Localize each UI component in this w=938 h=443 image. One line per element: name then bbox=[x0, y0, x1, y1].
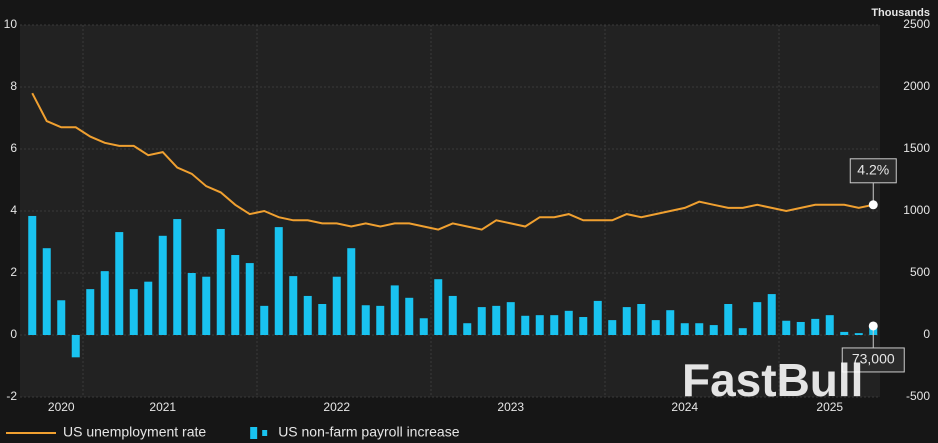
bar bbox=[216, 228, 225, 335]
x-tick-label: 2020 bbox=[48, 400, 75, 414]
bar bbox=[637, 304, 646, 335]
bar bbox=[318, 304, 327, 335]
point-marker bbox=[868, 321, 878, 331]
bar bbox=[622, 307, 631, 335]
y-tick-label: 10 bbox=[4, 17, 18, 31]
x-tick-label: 2023 bbox=[497, 400, 524, 414]
bar bbox=[521, 315, 530, 335]
bar bbox=[71, 335, 80, 358]
y-tick-label: -2 bbox=[6, 389, 17, 403]
bar bbox=[115, 232, 124, 335]
annotations: 4.2% 73,000 bbox=[841, 158, 905, 373]
bar bbox=[376, 305, 385, 335]
bar bbox=[332, 276, 341, 335]
line bbox=[31, 92, 874, 231]
y-tick-label: 2 bbox=[10, 265, 17, 279]
bar bbox=[86, 289, 95, 335]
annotation-box bbox=[841, 347, 905, 373]
bar bbox=[347, 248, 356, 335]
bar bbox=[202, 276, 211, 335]
bar bbox=[173, 219, 182, 335]
value-label: 73,000 bbox=[852, 351, 895, 367]
bar bbox=[231, 255, 240, 335]
bar bbox=[28, 215, 37, 335]
y2-tick-label: -500 bbox=[906, 389, 930, 403]
bar bbox=[753, 302, 762, 335]
y2-axis-label: Thousands bbox=[871, 7, 930, 19]
bars bbox=[28, 215, 878, 358]
bar bbox=[550, 315, 559, 335]
bar bbox=[854, 333, 863, 335]
x-tick-label: 2022 bbox=[323, 400, 350, 414]
bar bbox=[100, 271, 109, 335]
point-marker bbox=[868, 200, 878, 210]
legend-label: US non-farm payroll increase bbox=[278, 424, 460, 440]
bar bbox=[434, 279, 443, 335]
y-tick-label: 4 bbox=[10, 203, 17, 217]
bar bbox=[608, 320, 617, 335]
bar bbox=[448, 295, 457, 335]
bar bbox=[593, 300, 602, 335]
bar bbox=[709, 325, 718, 335]
bar bbox=[129, 289, 138, 335]
bar bbox=[840, 331, 849, 335]
y2-tick-label: 1000 bbox=[903, 203, 930, 217]
bar bbox=[738, 328, 747, 335]
bar bbox=[651, 320, 660, 335]
legend: US unemployment rate US non-farm payroll … bbox=[6, 424, 460, 440]
bar bbox=[419, 318, 428, 335]
bar bbox=[158, 235, 167, 335]
bar bbox=[695, 323, 704, 335]
bar bbox=[274, 227, 283, 335]
bar bbox=[782, 320, 791, 335]
bar bbox=[811, 318, 820, 335]
y2-tick-label: 1500 bbox=[903, 141, 930, 155]
bar bbox=[405, 297, 414, 335]
bar bbox=[361, 305, 370, 335]
y2-tick-label: 2000 bbox=[903, 79, 930, 93]
bar bbox=[390, 285, 399, 335]
legend-swatch bbox=[262, 430, 268, 436]
legend-label: US unemployment rate bbox=[63, 424, 206, 440]
bar bbox=[680, 323, 689, 335]
bar bbox=[535, 315, 544, 335]
bar bbox=[579, 317, 588, 335]
y2-tick-label: 0 bbox=[923, 327, 930, 341]
bar bbox=[564, 310, 573, 335]
bar bbox=[260, 305, 269, 335]
bar bbox=[796, 321, 805, 335]
bar bbox=[303, 295, 312, 335]
x-tick-label: 2021 bbox=[149, 400, 176, 414]
y2-tick-label: 500 bbox=[910, 265, 930, 279]
y-tick-label: 6 bbox=[10, 141, 17, 155]
x-tick-label: 2025 bbox=[816, 400, 843, 414]
bar bbox=[724, 304, 733, 335]
bar bbox=[825, 315, 834, 335]
bar bbox=[767, 294, 776, 335]
y-tick-label: 8 bbox=[10, 79, 17, 93]
bar bbox=[477, 307, 486, 335]
y2-tick-label: 2500 bbox=[903, 17, 930, 31]
lines bbox=[31, 92, 874, 231]
x-tick-label: 2024 bbox=[671, 400, 698, 414]
bar bbox=[57, 300, 66, 335]
bar bbox=[492, 305, 501, 335]
bar bbox=[666, 310, 675, 335]
bar bbox=[463, 323, 472, 335]
bar bbox=[245, 263, 254, 335]
legend-swatch bbox=[250, 427, 258, 439]
bar bbox=[289, 276, 298, 335]
bar bbox=[506, 302, 515, 335]
value-label: 4.2% bbox=[857, 162, 889, 178]
bar bbox=[187, 273, 196, 335]
watermark: FastBull bbox=[682, 354, 863, 406]
bar bbox=[42, 248, 51, 335]
annotation-box bbox=[849, 158, 897, 184]
y-tick-label: 0 bbox=[10, 327, 17, 341]
bar bbox=[144, 281, 153, 335]
